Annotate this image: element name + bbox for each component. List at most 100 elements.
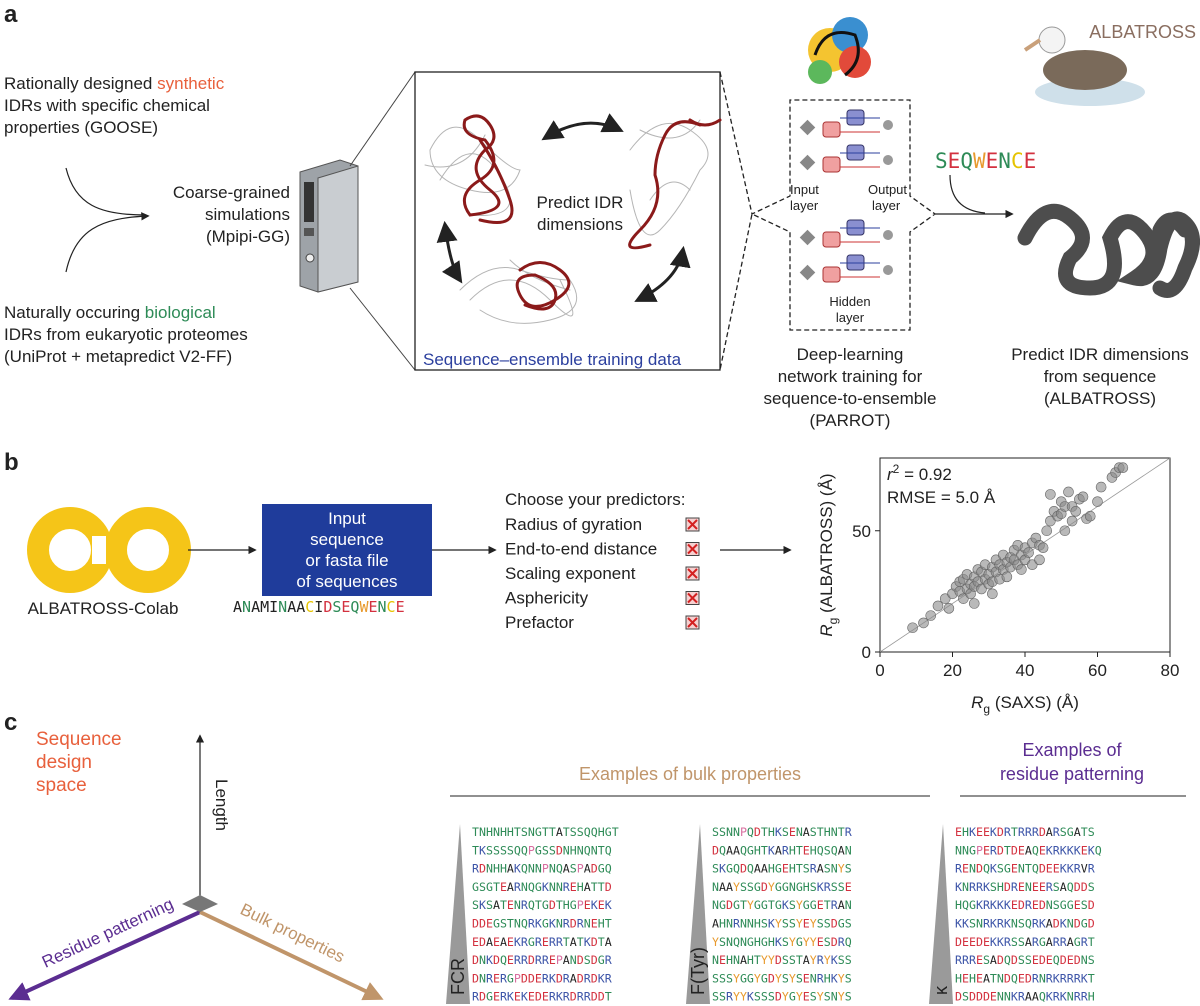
network-text: layer bbox=[836, 310, 865, 325]
caption-text: network training for bbox=[778, 367, 923, 386]
simulation-text: Coarse-grained bbox=[173, 183, 290, 202]
sequence-line: GSGTEARNQGKNNREHATTD bbox=[472, 880, 612, 894]
network-diagram bbox=[799, 109, 894, 283]
data-point bbox=[907, 622, 918, 634]
panel-label: a bbox=[4, 1, 18, 28]
center-text: dimensions bbox=[537, 215, 623, 234]
data-point bbox=[968, 598, 980, 609]
y-tick-label: 0 bbox=[862, 643, 871, 662]
sequence-line: KKSNRKRKNSQRKADKNDGD bbox=[955, 917, 1095, 931]
data-point bbox=[943, 603, 955, 614]
x-tick-label: 60 bbox=[1088, 661, 1107, 680]
sequence-line: HEHEATNDQEDRNRKRRRKT bbox=[955, 971, 1095, 985]
sequence-line: HQGKRKKKEDREDNSGGESD bbox=[955, 898, 1095, 912]
network-text: Input bbox=[790, 182, 819, 197]
checkbox-x bbox=[687, 568, 698, 579]
sequence-line: DEEDEKKRSSARGARRAGRT bbox=[955, 935, 1095, 949]
bulk-header: Examples of bulk properties bbox=[579, 764, 801, 784]
y-tick-label: 50 bbox=[852, 522, 871, 541]
predictor: Radius of gyration bbox=[505, 515, 642, 534]
sequence-line: NGDGTYGGTGKSYGGETRAN bbox=[712, 898, 852, 912]
caption-text: (ALBATROSS) bbox=[1044, 389, 1156, 408]
training-data-text: Sequence–ensemble training data bbox=[423, 350, 682, 369]
gradient-triangle bbox=[446, 824, 470, 1004]
zoom-line bbox=[349, 287, 416, 371]
source-text: Naturally occuring biological bbox=[4, 303, 216, 322]
ensemble-shape bbox=[1017, 203, 1200, 298]
x-tick-label: 0 bbox=[875, 661, 884, 680]
sequence-line: NAAYSSGDYGGNGHSKRSSE bbox=[712, 880, 852, 894]
checkbox-x bbox=[687, 617, 698, 628]
sequence-line: NEHNAHTYYDSSTAYRYKSS bbox=[712, 953, 852, 967]
ensemble-drawing bbox=[424, 113, 722, 324]
albatross-name: ALBATROSS bbox=[1089, 22, 1196, 42]
patterning-axis bbox=[8, 910, 201, 1001]
data-point bbox=[1084, 510, 1096, 522]
data-point bbox=[1045, 489, 1056, 500]
sequence-line: DDEGSTNQRKGKNRDRNEHT bbox=[472, 917, 612, 931]
sequence-line: NNGPERDTDEAQEKRKKKEKQ bbox=[955, 843, 1102, 857]
data-point bbox=[1059, 525, 1071, 537]
parrot-logo bbox=[808, 17, 871, 84]
sequence-line: SSSYGGYGDYSYSENRHKYS bbox=[712, 971, 852, 985]
stat-text: r2 = 0.92 bbox=[887, 462, 952, 484]
input-box-text: or fasta file bbox=[305, 551, 388, 570]
sequence-line: RRRESADQDSSEDEQDEDNS bbox=[955, 953, 1095, 967]
computer-icon bbox=[299, 159, 359, 293]
sequence-line: DQAAQGHTKARHTEHQSQAN bbox=[712, 843, 852, 857]
data-point bbox=[1070, 506, 1082, 517]
sequence-line: SSRYYKSSSDYGYESYSNYS bbox=[712, 990, 852, 1004]
data-point bbox=[1023, 547, 1034, 558]
center-text: Predict IDR bbox=[537, 193, 624, 212]
x-axis-label: Rg (SAXS) (Å) bbox=[971, 693, 1079, 716]
sequence-line: AHNRNNHSKYSSYEYSSDGS bbox=[712, 917, 852, 931]
data-point bbox=[1001, 571, 1013, 583]
data-point bbox=[932, 600, 944, 612]
sequence-text: ANAMINAACIDSEQWENCE bbox=[233, 598, 405, 616]
simulation-text: simulations bbox=[205, 205, 290, 224]
predictor: End-to-end distance bbox=[505, 540, 657, 559]
design-space-text: design bbox=[36, 752, 92, 773]
panel-label: b bbox=[4, 449, 19, 476]
source-text: Rationally designed synthetic bbox=[4, 74, 225, 93]
y-axis-label: Rg (ALBATROSS) (Å) bbox=[817, 473, 840, 636]
simulation-text: (Mpipi-GG) bbox=[206, 227, 290, 246]
sequence-line: DNKDQERRDRREPANDSDGR bbox=[472, 953, 612, 967]
sequence-line: YSNQNGHGHKSYGYYESDRQ bbox=[712, 935, 852, 949]
caption-text: Deep-learning bbox=[797, 345, 904, 364]
caption-text: sequence-to-ensemble bbox=[764, 389, 937, 408]
gradient-triangle bbox=[929, 824, 953, 1004]
albatross-illustration bbox=[1023, 26, 1145, 106]
checkbox-x bbox=[687, 519, 698, 530]
predictor: Asphericity bbox=[505, 589, 589, 608]
data-point bbox=[1037, 542, 1049, 554]
sequence-line: TNHNHHTSNGTTATSSQQHGT bbox=[472, 825, 619, 839]
data-point bbox=[925, 610, 937, 621]
block-label: FCR bbox=[448, 958, 468, 995]
sequence-line: SKGQDQAAHGEHTSRASNYS bbox=[712, 862, 852, 876]
sequence-line: KNRRKSHDRENEERSAQDDS bbox=[955, 880, 1095, 894]
merge-arrow bbox=[65, 167, 146, 216]
patterning-header: residue patterning bbox=[1000, 764, 1144, 784]
data-point bbox=[1034, 554, 1045, 566]
source-text: properties (GOOSE) bbox=[4, 118, 158, 137]
gradient-triangle bbox=[686, 824, 710, 1004]
data-point bbox=[1117, 462, 1129, 474]
input-box bbox=[262, 504, 432, 596]
x-tick-label: 80 bbox=[1161, 661, 1180, 680]
input-box-text: sequence bbox=[310, 530, 384, 549]
network-outline bbox=[719, 71, 937, 371]
source-text: (UniProt + metapredict V2-FF) bbox=[4, 347, 232, 366]
sequence-line: DNRERGPDDERKDRADRDKR bbox=[472, 971, 612, 985]
block-label: κ bbox=[931, 985, 951, 995]
input-box-text: Input bbox=[328, 509, 366, 528]
sequence-line: SSNNPQDTHKSENASTHNTR bbox=[712, 825, 852, 839]
sequence-line: SKSATENRQTGDTHGPEKEK bbox=[472, 898, 612, 912]
colab-label: ALBATROSS-Colab bbox=[28, 599, 179, 618]
panel-label: c bbox=[4, 709, 17, 736]
design-space-text: Sequence bbox=[36, 729, 122, 750]
data-point bbox=[1066, 515, 1078, 527]
sequence-line: RENDQKSGENTQDEEKKRVR bbox=[955, 862, 1095, 876]
sequence-line: RDNHHAKQNNPNQASPADGQ bbox=[472, 862, 612, 876]
